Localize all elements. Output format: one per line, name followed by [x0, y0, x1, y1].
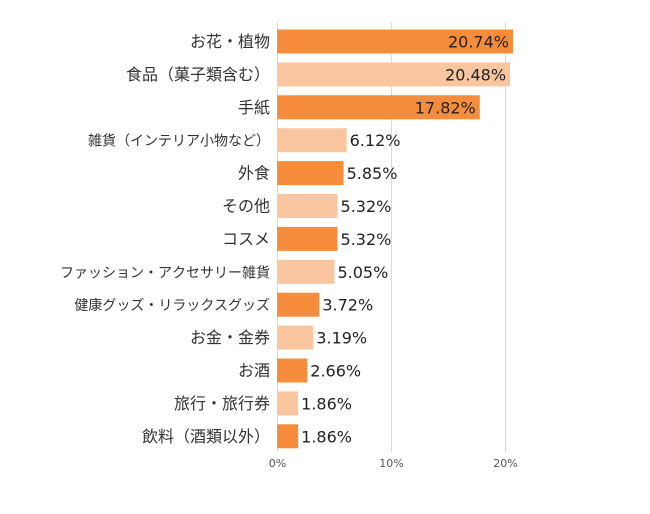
bar	[277, 325, 314, 350]
bar	[277, 358, 308, 383]
bar	[277, 29, 513, 54]
category-label: 旅行・旅行券	[174, 394, 270, 413]
bar	[277, 95, 480, 120]
x-tick-label: 20%	[493, 457, 517, 470]
bar	[277, 62, 511, 87]
value-labels: 20.74% 20.48% 17.82% 6.12% 5.85% 5.32% 5.32% 5.…	[301, 33, 509, 447]
data-label: 17.82%	[415, 98, 476, 117]
category-label: 食品（菓子類含む）	[126, 65, 270, 84]
data-label: 5.32%	[341, 197, 392, 216]
data-label: 1.86%	[301, 394, 352, 413]
category-label: 手紙	[238, 98, 270, 117]
category-label: 飲料（酒類以外）	[142, 427, 270, 446]
category-label: お花・植物	[190, 32, 270, 51]
category-label: コスメ	[222, 229, 270, 248]
category-label: その他	[222, 197, 270, 216]
data-label: 1.86%	[301, 427, 352, 446]
data-label: 20.48%	[445, 65, 506, 84]
data-label: 3.72%	[322, 296, 373, 315]
category-label: ファッション・アクセサリー雑貨	[60, 264, 270, 281]
data-label: 5.85%	[347, 164, 398, 183]
bar	[277, 292, 320, 317]
category-label: 雑貨（インテリア小物など）	[88, 133, 270, 150]
bars	[277, 29, 513, 449]
data-label: 3.19%	[316, 329, 367, 348]
bar	[277, 161, 344, 186]
category-label: お金・金券	[190, 328, 270, 347]
bar	[277, 391, 299, 416]
bar	[277, 194, 338, 218]
data-label: 5.32%	[341, 230, 392, 249]
data-label: 20.74%	[448, 33, 509, 52]
bar	[277, 226, 338, 251]
category-label: お酒	[238, 361, 270, 380]
x-tick-label: 0%	[269, 457, 286, 470]
x-tick-label: 10%	[379, 457, 403, 470]
data-label: 5.05%	[337, 263, 388, 282]
data-label: 6.12%	[350, 131, 401, 150]
data-label: 2.66%	[310, 362, 361, 381]
bar	[277, 128, 347, 153]
category-label: 外食	[238, 164, 270, 183]
bar	[277, 424, 299, 449]
category-label: 健康グッズ・リラックスグッズ	[74, 297, 270, 314]
bar	[277, 259, 335, 284]
x-axis-ticks: 0% 10% 20%	[269, 457, 518, 470]
